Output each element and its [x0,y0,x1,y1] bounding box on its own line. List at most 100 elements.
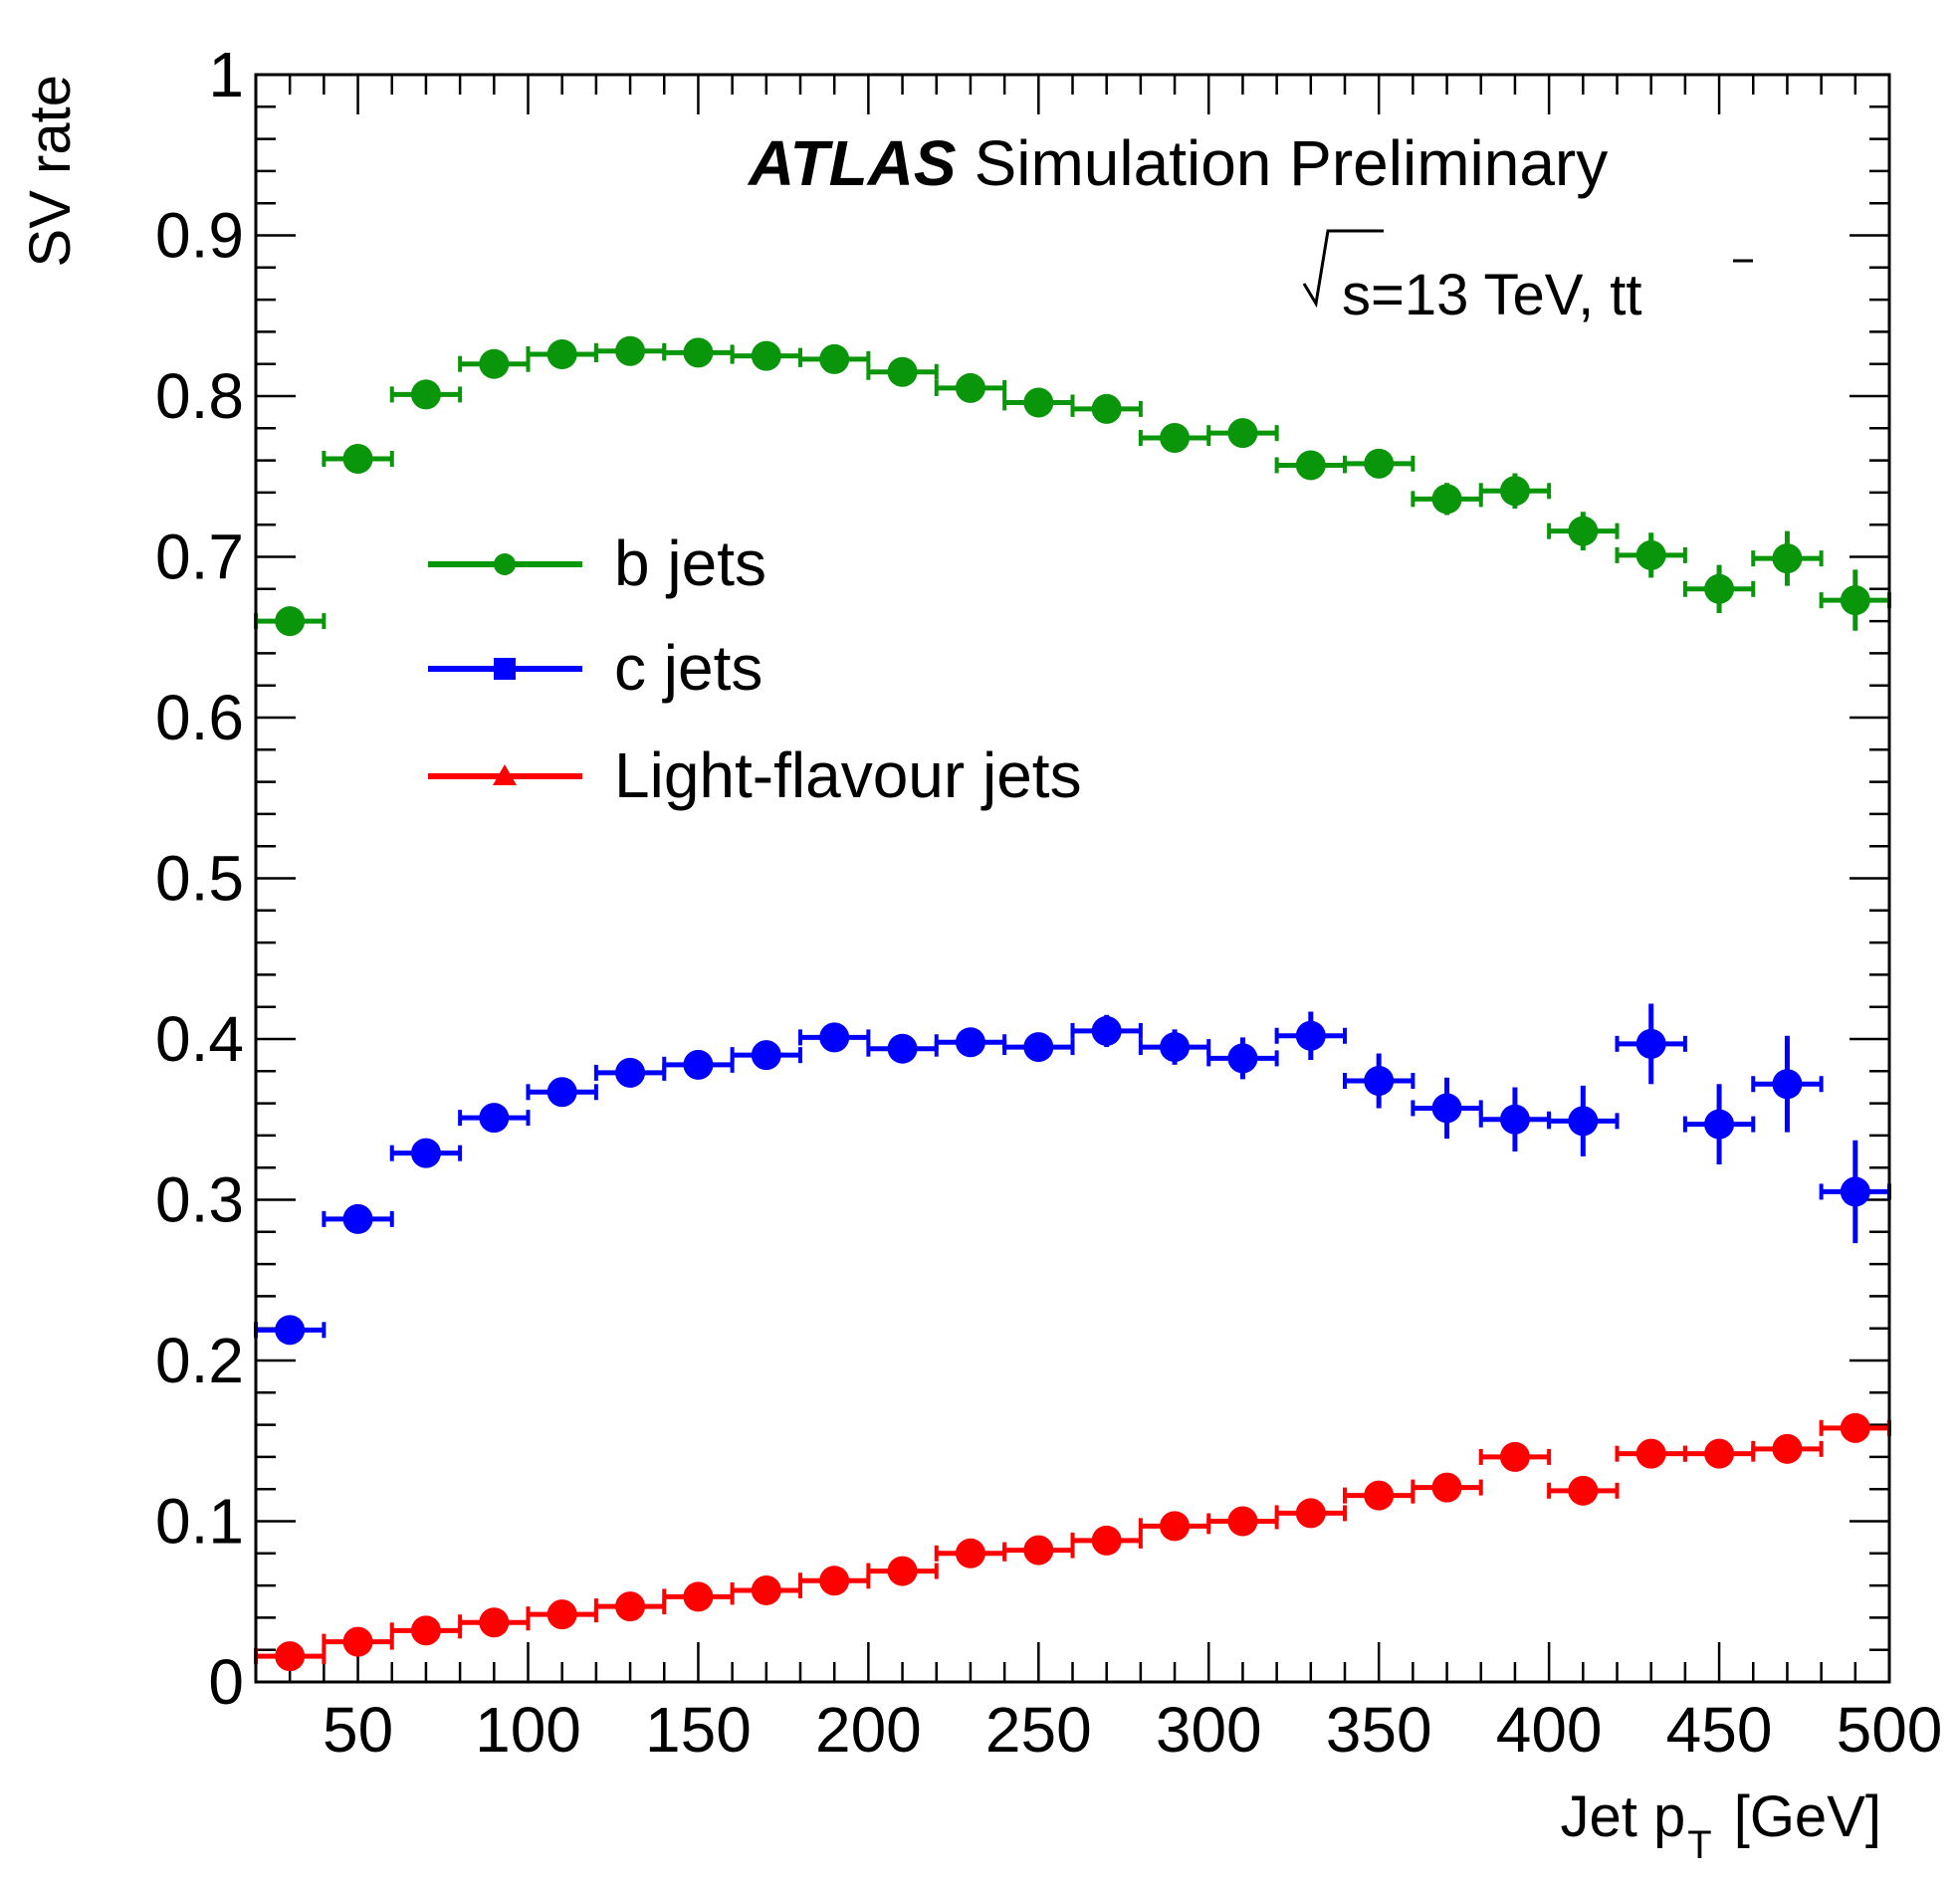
sqrt-sign [1302,229,1384,309]
data-point [1568,1475,1599,1506]
data-point [887,1033,918,1064]
data-point [1023,387,1054,418]
data-point [479,1607,510,1638]
data-point [546,339,577,370]
data-point [1295,450,1326,481]
data-point [1772,1069,1803,1100]
series-b-jets [254,335,1891,637]
x-axis-label-unit: [GeV] [1734,1784,1881,1849]
x-axis-label-main: Jet p [1561,1784,1686,1849]
data-point [1431,1093,1462,1124]
x-tick-label: 150 [645,1694,752,1766]
y-tick-label: 1 [208,39,244,110]
data-point [1091,393,1122,424]
x-tick-label: 400 [1496,1694,1603,1766]
svg-text:s=13 TeV, tt: s=13 TeV, tt [1342,263,1642,327]
data-point [819,343,850,374]
data-point [683,1049,714,1080]
legend-item-c-jets: c jets [428,632,762,704]
data-point [1227,1506,1258,1537]
energy-tbar: t [1626,263,1641,327]
y-tick-label: 0.9 [155,200,244,272]
data-point [410,1615,441,1646]
data-point [1364,448,1395,479]
y-tick-label: 0.2 [155,1325,244,1396]
data-point [546,1599,577,1630]
data-point [1364,1480,1395,1511]
y-tick-label: 0 [208,1646,244,1718]
data-point [1499,1104,1530,1135]
x-tick-label: 200 [815,1694,922,1766]
data-point [342,443,373,474]
data-point [955,372,985,403]
data-point [546,1077,577,1108]
atlas-label: ATLAS Simulation Preliminary [747,127,1608,199]
y-tick-label: 0.6 [155,682,244,753]
data-point [1704,1109,1735,1140]
data-point [1704,573,1735,604]
data-point [1840,1412,1870,1443]
data-point [1160,1032,1191,1063]
data-point [1023,1032,1054,1063]
x-axis-label: Jet pT [GeV] [1561,1784,1881,1867]
legend-label: b jets [614,527,766,599]
data-point [1772,1433,1803,1464]
data-point [819,1022,850,1053]
energy-label: s=13 TeV, tt [1302,229,1753,327]
series-c-jets [254,1003,1891,1346]
data-series [254,335,1891,1672]
plot-frame [254,73,1891,1684]
data-point [1568,1106,1599,1137]
data-point [615,335,646,366]
data-point [1635,539,1666,570]
data-point [1160,1511,1191,1542]
legend-item-light-flavour-jets: Light-flavour jets [428,739,1082,811]
data-point [1431,1472,1462,1503]
data-point [1840,1176,1870,1207]
x-tick-label: 100 [475,1694,581,1766]
data-point [615,1057,646,1088]
data-point [479,1103,510,1134]
data-point [1295,1498,1326,1529]
data-point [887,356,918,387]
data-point [615,1591,646,1622]
legend-marker-square [494,658,516,680]
x-tick-label: 300 [1156,1694,1262,1766]
data-point [751,340,781,371]
data-point [1704,1438,1735,1469]
legend: b jets c jets Light-flavour jets [428,527,1082,811]
data-point [1023,1535,1054,1566]
atlas-status: Simulation Preliminary [975,127,1609,199]
data-point [1499,476,1530,507]
data-point [1227,418,1258,449]
data-point [1160,422,1191,453]
data-point [410,379,441,410]
y-tick-label: 0.4 [155,1003,244,1075]
legend-label: c jets [614,632,762,704]
data-point [1091,1525,1122,1556]
data-point [275,606,306,637]
data-point [955,1538,985,1569]
data-point [819,1566,850,1596]
y-tick-label: 0.8 [155,360,244,432]
data-point [683,337,714,368]
y-tick-label: 0.3 [155,1164,244,1236]
x-axis-label-sub: T [1687,1823,1711,1867]
y-axis-label: SV rate [18,75,83,267]
data-point [955,1027,985,1058]
data-point [275,1641,306,1672]
x-tick-label: 350 [1326,1694,1432,1766]
data-point [683,1581,714,1612]
x-tick-label: 250 [985,1694,1092,1766]
data-point [1568,516,1599,546]
x-tick-label: 500 [1837,1694,1943,1766]
series-light-flavour-jets [254,1412,1891,1672]
legend-label: Light-flavour jets [614,739,1082,811]
data-point [1295,1020,1326,1051]
legend-item-b-jets: b jets [428,527,766,599]
data-point [1635,1438,1666,1469]
data-point [275,1315,306,1346]
y-tick-label: 0.7 [155,522,244,593]
data-point [1364,1065,1395,1096]
